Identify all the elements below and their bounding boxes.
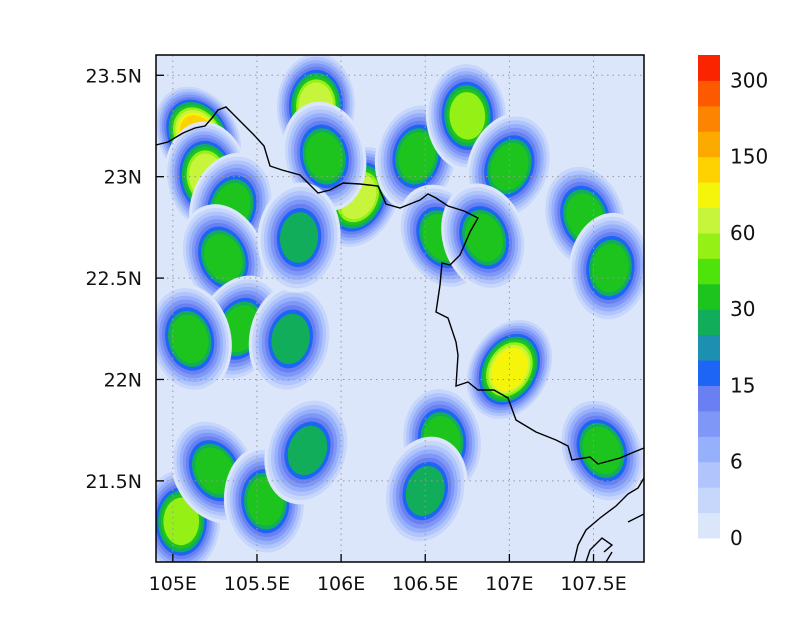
colorbar-swatch bbox=[698, 487, 720, 514]
rain-contour bbox=[405, 466, 445, 516]
coastline-4 bbox=[605, 551, 613, 562]
rain-contour bbox=[163, 497, 200, 546]
colorbar-swatch bbox=[698, 80, 720, 107]
x-tick-label: 106.5E bbox=[392, 573, 458, 595]
y-tick-label: 22.5N bbox=[85, 268, 142, 290]
rain-contour bbox=[195, 447, 235, 495]
x-axis: 105E 105.5E 106E 106.5E 107E 107.5E bbox=[149, 554, 627, 595]
rain-contour bbox=[170, 314, 209, 364]
y-axis: 23.5N 23N 22.5N 22N 21.5N bbox=[85, 65, 164, 493]
colorbar: 0 6 15 30 60 150 300 bbox=[698, 55, 768, 550]
coastline-2 bbox=[585, 537, 614, 562]
y-tick-label: 23.5N bbox=[85, 65, 142, 87]
map-frame bbox=[155, 54, 645, 563]
y-tick-label: 22N bbox=[104, 369, 142, 391]
colorbar-label: 0 bbox=[730, 526, 743, 550]
colorbar-swatch bbox=[698, 55, 720, 81]
colorbar-label: 6 bbox=[730, 450, 743, 474]
colorbar-swatch bbox=[698, 131, 720, 158]
colorbar-label: 150 bbox=[730, 145, 768, 169]
colorbar-label: 60 bbox=[730, 221, 755, 245]
rain-contour bbox=[398, 132, 436, 181]
colorbar-swatch bbox=[698, 512, 720, 539]
rain-contour bbox=[449, 92, 486, 140]
colorbar-label: 15 bbox=[730, 373, 755, 397]
rain-contour bbox=[287, 425, 328, 476]
coastline-3 bbox=[627, 513, 644, 523]
rain-contour bbox=[204, 234, 243, 282]
border-lines bbox=[156, 106, 644, 562]
coastline-1 bbox=[573, 477, 644, 562]
colorbar-swatch bbox=[698, 283, 720, 310]
rain-contour bbox=[305, 132, 343, 181]
rain-contour bbox=[465, 213, 504, 262]
x-tick-label: 106E bbox=[317, 573, 365, 595]
rain-contour bbox=[582, 426, 622, 475]
x-tick-label: 105E bbox=[149, 573, 197, 595]
map-gridlines bbox=[156, 55, 644, 562]
colorbar-swatch bbox=[698, 258, 720, 285]
rain-contour bbox=[271, 313, 310, 365]
colorbar-swatch bbox=[698, 436, 720, 463]
colorbar-swatch bbox=[698, 385, 720, 412]
colorbar-label: 300 bbox=[730, 68, 768, 92]
x-tick-label: 107E bbox=[485, 573, 533, 595]
colorbar-swatch bbox=[698, 461, 720, 488]
rain-contour bbox=[279, 212, 319, 263]
colorbar-swatch bbox=[698, 410, 720, 437]
x-tick-label: 107.5E bbox=[560, 573, 626, 595]
rain-contour bbox=[490, 142, 529, 191]
rainfall-field bbox=[156, 55, 644, 562]
colorbar-swatch bbox=[698, 309, 720, 336]
china-vietnam-border bbox=[156, 106, 644, 465]
colorbar-swatch bbox=[698, 105, 720, 132]
y-tick-label: 21.5N bbox=[85, 471, 142, 493]
colorbar-label: 30 bbox=[730, 297, 755, 321]
map-plot-area bbox=[155, 54, 645, 563]
colorbar-swatch bbox=[698, 232, 720, 259]
x-tick-label: 105.5E bbox=[224, 573, 290, 595]
y-tick-label: 23N bbox=[104, 167, 142, 189]
colorbar-swatch bbox=[698, 334, 720, 361]
colorbar-swatch bbox=[698, 207, 720, 234]
rain-contour bbox=[591, 243, 629, 293]
colorbar-swatch bbox=[698, 182, 720, 209]
colorbar-swatch bbox=[698, 156, 720, 183]
colorbar-swatch bbox=[698, 360, 720, 386]
